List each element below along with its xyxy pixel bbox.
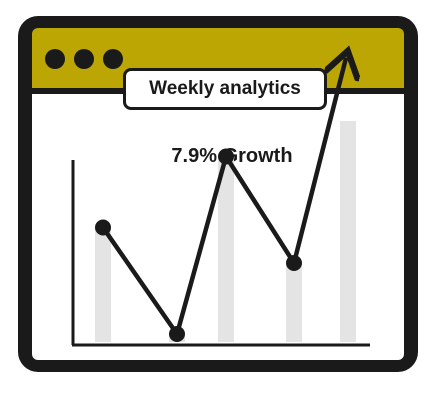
window-dot-icon[interactable]	[74, 49, 94, 69]
chart-bar	[286, 263, 302, 342]
chart-points	[95, 148, 302, 342]
chart-bar	[95, 227, 111, 342]
chart-bar	[340, 121, 356, 342]
chart-point	[169, 326, 185, 342]
chart-bars	[95, 121, 356, 342]
window-title: Weekly analytics	[123, 68, 327, 110]
chart-bar	[218, 156, 234, 342]
window-dot-icon[interactable]	[45, 49, 65, 69]
chart-point	[95, 219, 111, 236]
window-dot-icon[interactable]	[103, 49, 123, 69]
chart-point	[286, 255, 302, 271]
chart-point	[218, 148, 234, 165]
